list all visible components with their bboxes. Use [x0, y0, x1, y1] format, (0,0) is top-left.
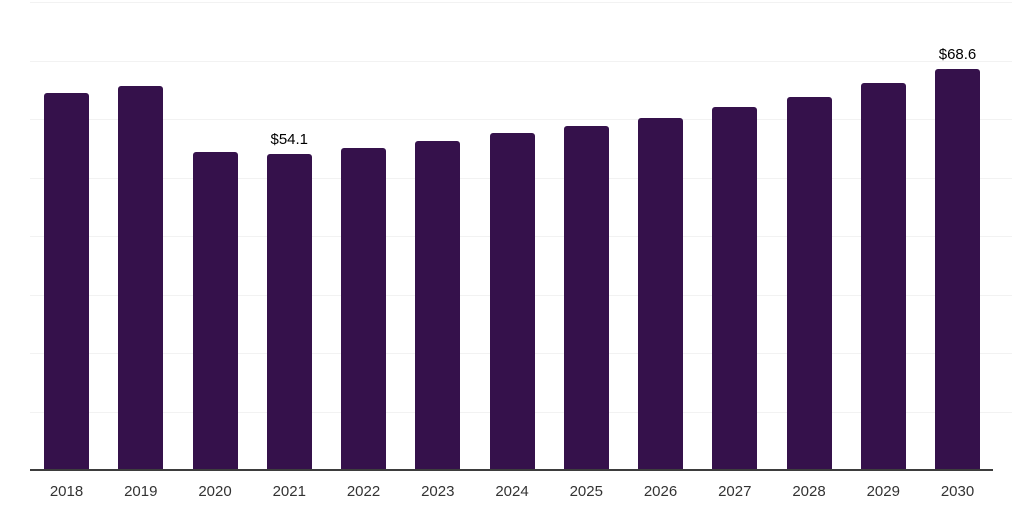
bar-2021	[266, 153, 312, 470]
x-tick-label-2028: 2028	[792, 483, 826, 500]
x-tick-label-2018: 2018	[49, 483, 84, 500]
x-tick-label-2029: 2029	[866, 483, 900, 500]
x-tick-label-2022: 2022	[346, 483, 381, 500]
bar-2023	[415, 140, 461, 470]
bar-2027	[712, 107, 758, 470]
gridline-70	[30, 60, 1012, 62]
bar-2029	[860, 82, 906, 470]
x-tick-label-2025: 2025	[569, 483, 603, 500]
bar-2022	[341, 147, 386, 470]
bar-2025	[563, 126, 609, 470]
bar-2028	[786, 96, 832, 470]
bar-2026	[638, 117, 683, 470]
bar-2018	[44, 92, 89, 470]
bar-2024	[489, 133, 535, 470]
x-tick-label-2023: 2023	[421, 483, 455, 500]
x-tick-label-2026: 2026	[643, 483, 678, 500]
x-tick-label-2027: 2027	[718, 483, 752, 500]
x-tick-label-2020: 2020	[198, 483, 232, 500]
x-tick-label-2030: 2030	[940, 483, 975, 500]
x-axis-line	[30, 469, 993, 471]
bar-2020	[192, 152, 238, 470]
data-label-2030: $68.6	[938, 45, 977, 63]
x-tick-label-2019: 2019	[124, 483, 158, 500]
x-tick-label-2024: 2024	[495, 483, 529, 500]
bar-2030	[935, 68, 980, 470]
data-label-2021: $54.1	[270, 130, 309, 148]
bar-2019	[118, 85, 164, 470]
gridline-80	[30, 2, 1012, 3]
gridline-60	[30, 119, 1012, 120]
x-tick-label-2021: 2021	[272, 483, 306, 500]
